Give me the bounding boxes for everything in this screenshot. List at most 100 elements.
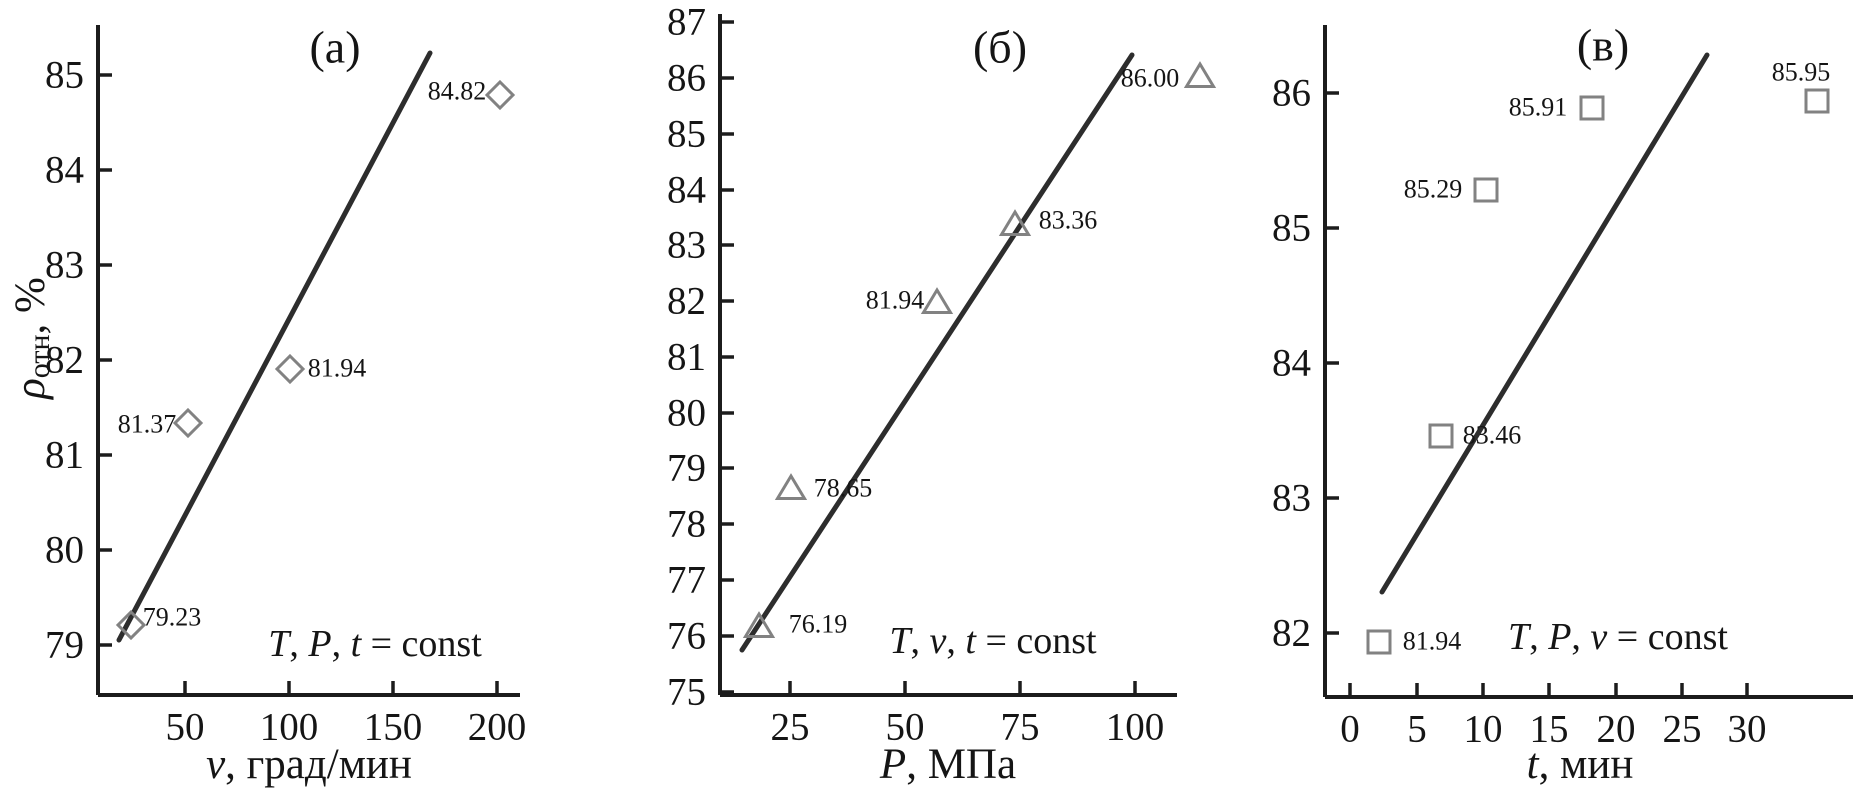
data-point-label: 85.29 xyxy=(1404,175,1463,204)
x-tick-label: 50 xyxy=(166,706,205,749)
data-point-label: 84.82 xyxy=(428,77,487,106)
y-tick-label: 80 xyxy=(667,392,706,435)
data-point-square xyxy=(1428,423,1454,449)
panel-b: 25 50 75 100 75 76 77 78 79 80 81 82 83 84 85 86 87 76.19… xyxy=(667,1,1217,788)
x-tick-label: 5 xyxy=(1407,708,1427,751)
data-point-label: 83.46 xyxy=(1463,421,1522,450)
data-point-diamond xyxy=(274,353,306,385)
y-tick-label: 83 xyxy=(1272,477,1311,520)
panel-letter: (в) xyxy=(1577,20,1629,71)
data-point-triangle xyxy=(1183,61,1217,88)
data-point-label: 83.36 xyxy=(1039,206,1098,235)
y-tick-label: 82 xyxy=(667,280,706,323)
label-part: v xyxy=(1590,616,1607,658)
y-tick-label: 85 xyxy=(1272,207,1311,250)
label-part: v xyxy=(930,620,947,662)
label-part: , % xyxy=(7,277,54,334)
label-part: t xyxy=(351,623,363,665)
y-tick-label: 76 xyxy=(667,615,706,658)
y-tick-label: 75 xyxy=(667,671,706,714)
label-part: = const xyxy=(361,623,482,665)
x-tick-label: 100 xyxy=(1106,706,1165,749)
label-part: , мин xyxy=(1539,741,1634,788)
label-part: P xyxy=(879,741,906,788)
data-point-diamond xyxy=(484,79,516,111)
label-part: T xyxy=(268,623,292,665)
data-point-triangle xyxy=(774,473,808,500)
label-part: t xyxy=(965,620,977,662)
data-point-triangle xyxy=(920,287,954,314)
panel-a: 50 100 150 200 79 80 81 82 83 84 85 79.23 81.37 81.94… xyxy=(45,22,526,788)
data-point-diamond xyxy=(172,407,204,439)
x-tick-label: 0 xyxy=(1340,708,1360,751)
data-point-square xyxy=(1366,629,1392,655)
y-tick-label: 84 xyxy=(1272,342,1311,385)
label-part: , град/мин xyxy=(225,741,412,788)
trend-line xyxy=(116,50,433,643)
x-tick-label: 200 xyxy=(468,706,527,749)
x-tick-label: 25 xyxy=(771,706,810,749)
y-tick-label: 86 xyxy=(1272,72,1311,115)
x-tick-label: 100 xyxy=(260,706,319,749)
y-tick-label: 83 xyxy=(45,244,84,287)
panel-letter: (а) xyxy=(309,22,360,73)
x-tick-label: 10 xyxy=(1464,708,1503,751)
data-point-label: 78.65 xyxy=(814,474,873,503)
panel-letter: (б) xyxy=(973,22,1027,73)
y-tick-label: 85 xyxy=(45,54,84,97)
label-part: ρ xyxy=(7,378,54,401)
x-axis-title: v, град/мин xyxy=(206,741,412,788)
y-tick-label: 84 xyxy=(45,149,84,192)
x-tick-label: 150 xyxy=(364,706,423,749)
trend-line xyxy=(1379,52,1710,595)
y-tick-label: 79 xyxy=(45,624,84,667)
y-tick-label: 81 xyxy=(667,336,706,379)
y-tick-label: 82 xyxy=(1272,612,1311,655)
label-part: = const xyxy=(976,620,1097,662)
x-axis-title: t, мин xyxy=(1527,741,1634,788)
data-point-label: 81.94 xyxy=(1403,627,1462,656)
y-tick-label: 86 xyxy=(667,57,706,100)
label-part: , xyxy=(911,620,930,662)
data-point-label: 81.94 xyxy=(308,354,367,383)
x-axis-title: P, МПа xyxy=(879,741,1016,788)
label-part: , xyxy=(946,620,965,662)
data-point-label: 76.19 xyxy=(789,610,848,639)
label-part: , МПа xyxy=(906,741,1016,788)
y-axis-title: ρотн, % xyxy=(7,277,56,401)
label-part: P xyxy=(307,623,331,665)
data-point-label: 79.23 xyxy=(143,603,202,632)
trend-line xyxy=(739,52,1135,653)
x-tick-label: 30 xyxy=(1728,708,1767,751)
label-part: , xyxy=(289,623,308,665)
data-point-square xyxy=(1579,95,1605,121)
const-annotation: T, P, t = const xyxy=(268,623,482,665)
x-tick-label: 50 xyxy=(886,706,925,749)
data-point-label: 81.94 xyxy=(866,286,925,315)
const-annotation: T, v, t = const xyxy=(889,620,1097,662)
label-part: t xyxy=(1527,741,1540,788)
data-point-square xyxy=(1804,88,1830,114)
y-tick-label: 81 xyxy=(45,434,84,477)
x-tick-label: 20 xyxy=(1597,708,1636,751)
label-part: , xyxy=(332,623,351,665)
data-point-label: 85.91 xyxy=(1509,93,1568,122)
label-part: T xyxy=(889,620,913,662)
y-tick-label: 85 xyxy=(667,113,706,156)
label-part: отн xyxy=(23,334,56,378)
data-point-diamond xyxy=(115,609,147,641)
y-tick-label: 83 xyxy=(667,224,706,267)
panel-v: 0 5 10 15 20 25 30 82 83 84 85 86 81.94 83.46 85.29 85.… xyxy=(1272,20,1853,788)
y-tick-label: 84 xyxy=(667,169,706,212)
label-part: T xyxy=(1508,616,1532,658)
y-tick-label: 87 xyxy=(667,1,706,44)
data-point-square xyxy=(1473,177,1499,203)
y-tick-label: 79 xyxy=(667,447,706,490)
data-point-triangle xyxy=(998,209,1032,236)
x-tick-label: 25 xyxy=(1663,708,1702,751)
data-point-label: 81.37 xyxy=(118,410,177,439)
data-point-label: 86.00 xyxy=(1121,64,1180,93)
label-part: , xyxy=(1571,616,1590,658)
